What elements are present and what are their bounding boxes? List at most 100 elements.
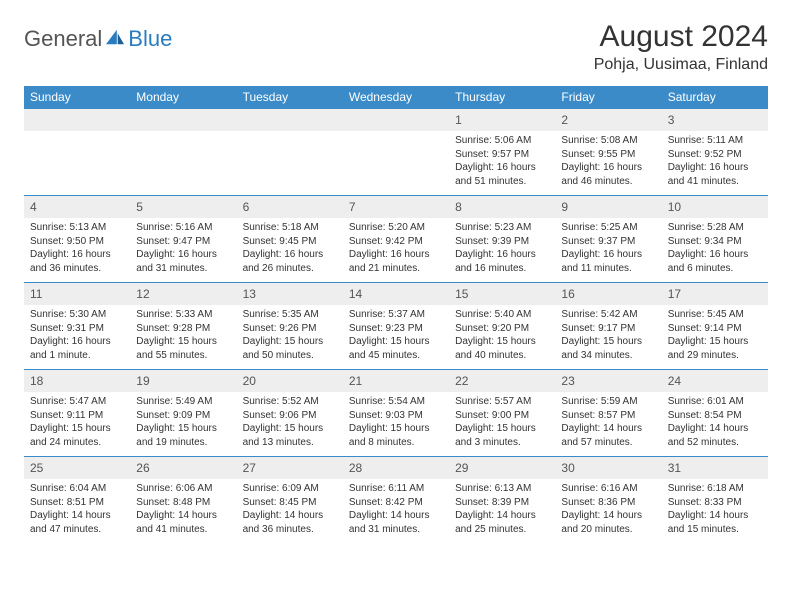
day-content: Sunrise: 5:54 AMSunset: 9:03 PMDaylight:…	[343, 392, 449, 453]
day-number: 14	[343, 283, 449, 305]
day-number: 6	[237, 196, 343, 218]
daylight-text: Daylight: 15 hours and 34 minutes.	[561, 335, 655, 362]
sunset-text: Sunset: 9:09 PM	[136, 409, 230, 423]
day-number: 22	[449, 370, 555, 392]
sunrise-text: Sunrise: 5:06 AM	[455, 134, 549, 148]
day-number: 15	[449, 283, 555, 305]
calendar-day-cell: 29Sunrise: 6:13 AMSunset: 8:39 PMDayligh…	[449, 457, 555, 544]
calendar-day-cell	[237, 109, 343, 196]
weekday-header: Monday	[130, 86, 236, 109]
sunset-text: Sunset: 9:34 PM	[668, 235, 762, 249]
calendar-day-cell: 2Sunrise: 5:08 AMSunset: 9:55 PMDaylight…	[555, 109, 661, 196]
calendar-day-cell: 22Sunrise: 5:57 AMSunset: 9:00 PMDayligh…	[449, 370, 555, 457]
day-content: Sunrise: 5:59 AMSunset: 8:57 PMDaylight:…	[555, 392, 661, 453]
sunrise-text: Sunrise: 5:59 AM	[561, 395, 655, 409]
day-number-empty	[130, 109, 236, 131]
calendar-day-cell: 15Sunrise: 5:40 AMSunset: 9:20 PMDayligh…	[449, 283, 555, 370]
daylight-text: Daylight: 16 hours and 41 minutes.	[668, 161, 762, 188]
calendar-day-cell: 18Sunrise: 5:47 AMSunset: 9:11 PMDayligh…	[24, 370, 130, 457]
calendar-day-cell: 1 Sunrise: 5:06 AMSunset: 9:57 PMDaylight…	[449, 109, 555, 196]
daylight-text: Daylight: 14 hours and 20 minutes.	[561, 509, 655, 536]
day-number: 27	[237, 457, 343, 479]
day-content: Sunrise: 5:33 AMSunset: 9:28 PMDaylight:…	[130, 305, 236, 366]
day-content: Sunrise: 5:30 AMSunset: 9:31 PMDaylight:…	[24, 305, 130, 366]
day-content: Sunrise: 6:09 AMSunset: 8:45 PMDaylight:…	[237, 479, 343, 540]
day-number: 26	[130, 457, 236, 479]
day-content: Sunrise: 6:18 AMSunset: 8:33 PMDaylight:…	[662, 479, 768, 540]
daylight-text: Daylight: 16 hours and 51 minutes.	[455, 161, 549, 188]
sunset-text: Sunset: 9:47 PM	[136, 235, 230, 249]
sunrise-text: Sunrise: 6:16 AM	[561, 482, 655, 496]
day-content: Sunrise: 5:47 AMSunset: 9:11 PMDaylight:…	[24, 392, 130, 453]
day-number: 16	[555, 283, 661, 305]
day-content: Sunrise: 5:35 AMSunset: 9:26 PMDaylight:…	[237, 305, 343, 366]
day-number: 8	[449, 196, 555, 218]
daylight-text: Daylight: 15 hours and 24 minutes.	[30, 422, 124, 449]
sunset-text: Sunset: 9:42 PM	[349, 235, 443, 249]
sunrise-text: Sunrise: 5:47 AM	[30, 395, 124, 409]
calendar-day-cell: 5Sunrise: 5:16 AMSunset: 9:47 PMDaylight…	[130, 196, 236, 283]
sunset-text: Sunset: 8:42 PM	[349, 496, 443, 510]
day-content: Sunrise: 5:52 AMSunset: 9:06 PMDaylight:…	[237, 392, 343, 453]
sunrise-text: Sunrise: 5:30 AM	[30, 308, 124, 322]
day-number: 20	[237, 370, 343, 392]
calendar-week-row: 4Sunrise: 5:13 AMSunset: 9:50 PMDaylight…	[24, 196, 768, 283]
day-content: Sunrise: 5:28 AMSunset: 9:34 PMDaylight:…	[662, 218, 768, 279]
daylight-text: Daylight: 15 hours and 8 minutes.	[349, 422, 443, 449]
day-number: 4	[24, 196, 130, 218]
daylight-text: Daylight: 14 hours and 47 minutes.	[30, 509, 124, 536]
sunrise-text: Sunrise: 5:49 AM	[136, 395, 230, 409]
sunset-text: Sunset: 8:45 PM	[243, 496, 337, 510]
calendar-day-cell: 16Sunrise: 5:42 AMSunset: 9:17 PMDayligh…	[555, 283, 661, 370]
sunrise-text: Sunrise: 6:13 AM	[455, 482, 549, 496]
sunset-text: Sunset: 9:28 PM	[136, 322, 230, 336]
sunrise-text: Sunrise: 5:23 AM	[455, 221, 549, 235]
sunset-text: Sunset: 9:57 PM	[455, 148, 549, 162]
sunset-text: Sunset: 9:00 PM	[455, 409, 549, 423]
calendar-day-cell: 28Sunrise: 6:11 AMSunset: 8:42 PMDayligh…	[343, 457, 449, 544]
logo-text-general: General	[24, 26, 102, 52]
day-content: Sunrise: 5:08 AMSunset: 9:55 PMDaylight:…	[555, 131, 661, 192]
weekday-header: Thursday	[449, 86, 555, 109]
sunset-text: Sunset: 9:23 PM	[349, 322, 443, 336]
day-content: Sunrise: 5:16 AMSunset: 9:47 PMDaylight:…	[130, 218, 236, 279]
daylight-text: Daylight: 16 hours and 6 minutes.	[668, 248, 762, 275]
day-content: Sunrise: 5:42 AMSunset: 9:17 PMDaylight:…	[555, 305, 661, 366]
calendar-day-cell: 24Sunrise: 6:01 AMSunset: 8:54 PMDayligh…	[662, 370, 768, 457]
daylight-text: Daylight: 15 hours and 50 minutes.	[243, 335, 337, 362]
calendar-day-cell	[24, 109, 130, 196]
sunrise-text: Sunrise: 5:42 AM	[561, 308, 655, 322]
sunrise-text: Sunrise: 5:25 AM	[561, 221, 655, 235]
day-content: Sunrise: 5:45 AMSunset: 9:14 PMDaylight:…	[662, 305, 768, 366]
sunrise-text: Sunrise: 5:18 AM	[243, 221, 337, 235]
daylight-text: Daylight: 14 hours and 25 minutes.	[455, 509, 549, 536]
daylight-text: Daylight: 15 hours and 40 minutes.	[455, 335, 549, 362]
day-content: Sunrise: 5:18 AMSunset: 9:45 PMDaylight:…	[237, 218, 343, 279]
day-content: Sunrise: 6:11 AMSunset: 8:42 PMDaylight:…	[343, 479, 449, 540]
page-title: August 2024	[594, 20, 768, 54]
daylight-text: Daylight: 16 hours and 46 minutes.	[561, 161, 655, 188]
calendar-day-cell: 31Sunrise: 6:18 AMSunset: 8:33 PMDayligh…	[662, 457, 768, 544]
sunset-text: Sunset: 9:17 PM	[561, 322, 655, 336]
day-number: 21	[343, 370, 449, 392]
sunrise-text: Sunrise: 5:33 AM	[136, 308, 230, 322]
day-number: 11	[24, 283, 130, 305]
daylight-text: Daylight: 16 hours and 21 minutes.	[349, 248, 443, 275]
calendar-week-row: 18Sunrise: 5:47 AMSunset: 9:11 PMDayligh…	[24, 370, 768, 457]
sunset-text: Sunset: 9:03 PM	[349, 409, 443, 423]
sunrise-text: Sunrise: 6:06 AM	[136, 482, 230, 496]
calendar-day-cell: 9Sunrise: 5:25 AMSunset: 9:37 PMDaylight…	[555, 196, 661, 283]
day-number: 17	[662, 283, 768, 305]
day-number: 23	[555, 370, 661, 392]
day-number-empty	[343, 109, 449, 131]
day-number: 1	[449, 109, 555, 131]
calendar-table: Sunday Monday Tuesday Wednesday Thursday…	[24, 86, 768, 543]
day-content: Sunrise: 5:13 AMSunset: 9:50 PMDaylight:…	[24, 218, 130, 279]
calendar-day-cell: 23Sunrise: 5:59 AMSunset: 8:57 PMDayligh…	[555, 370, 661, 457]
day-number: 3	[662, 109, 768, 131]
header: General Blue August 2024 Pohja, Uusimaa,…	[24, 20, 768, 74]
sunrise-text: Sunrise: 5:37 AM	[349, 308, 443, 322]
day-content: Sunrise: 5:23 AMSunset: 9:39 PMDaylight:…	[449, 218, 555, 279]
sunset-text: Sunset: 9:37 PM	[561, 235, 655, 249]
daylight-text: Daylight: 14 hours and 52 minutes.	[668, 422, 762, 449]
